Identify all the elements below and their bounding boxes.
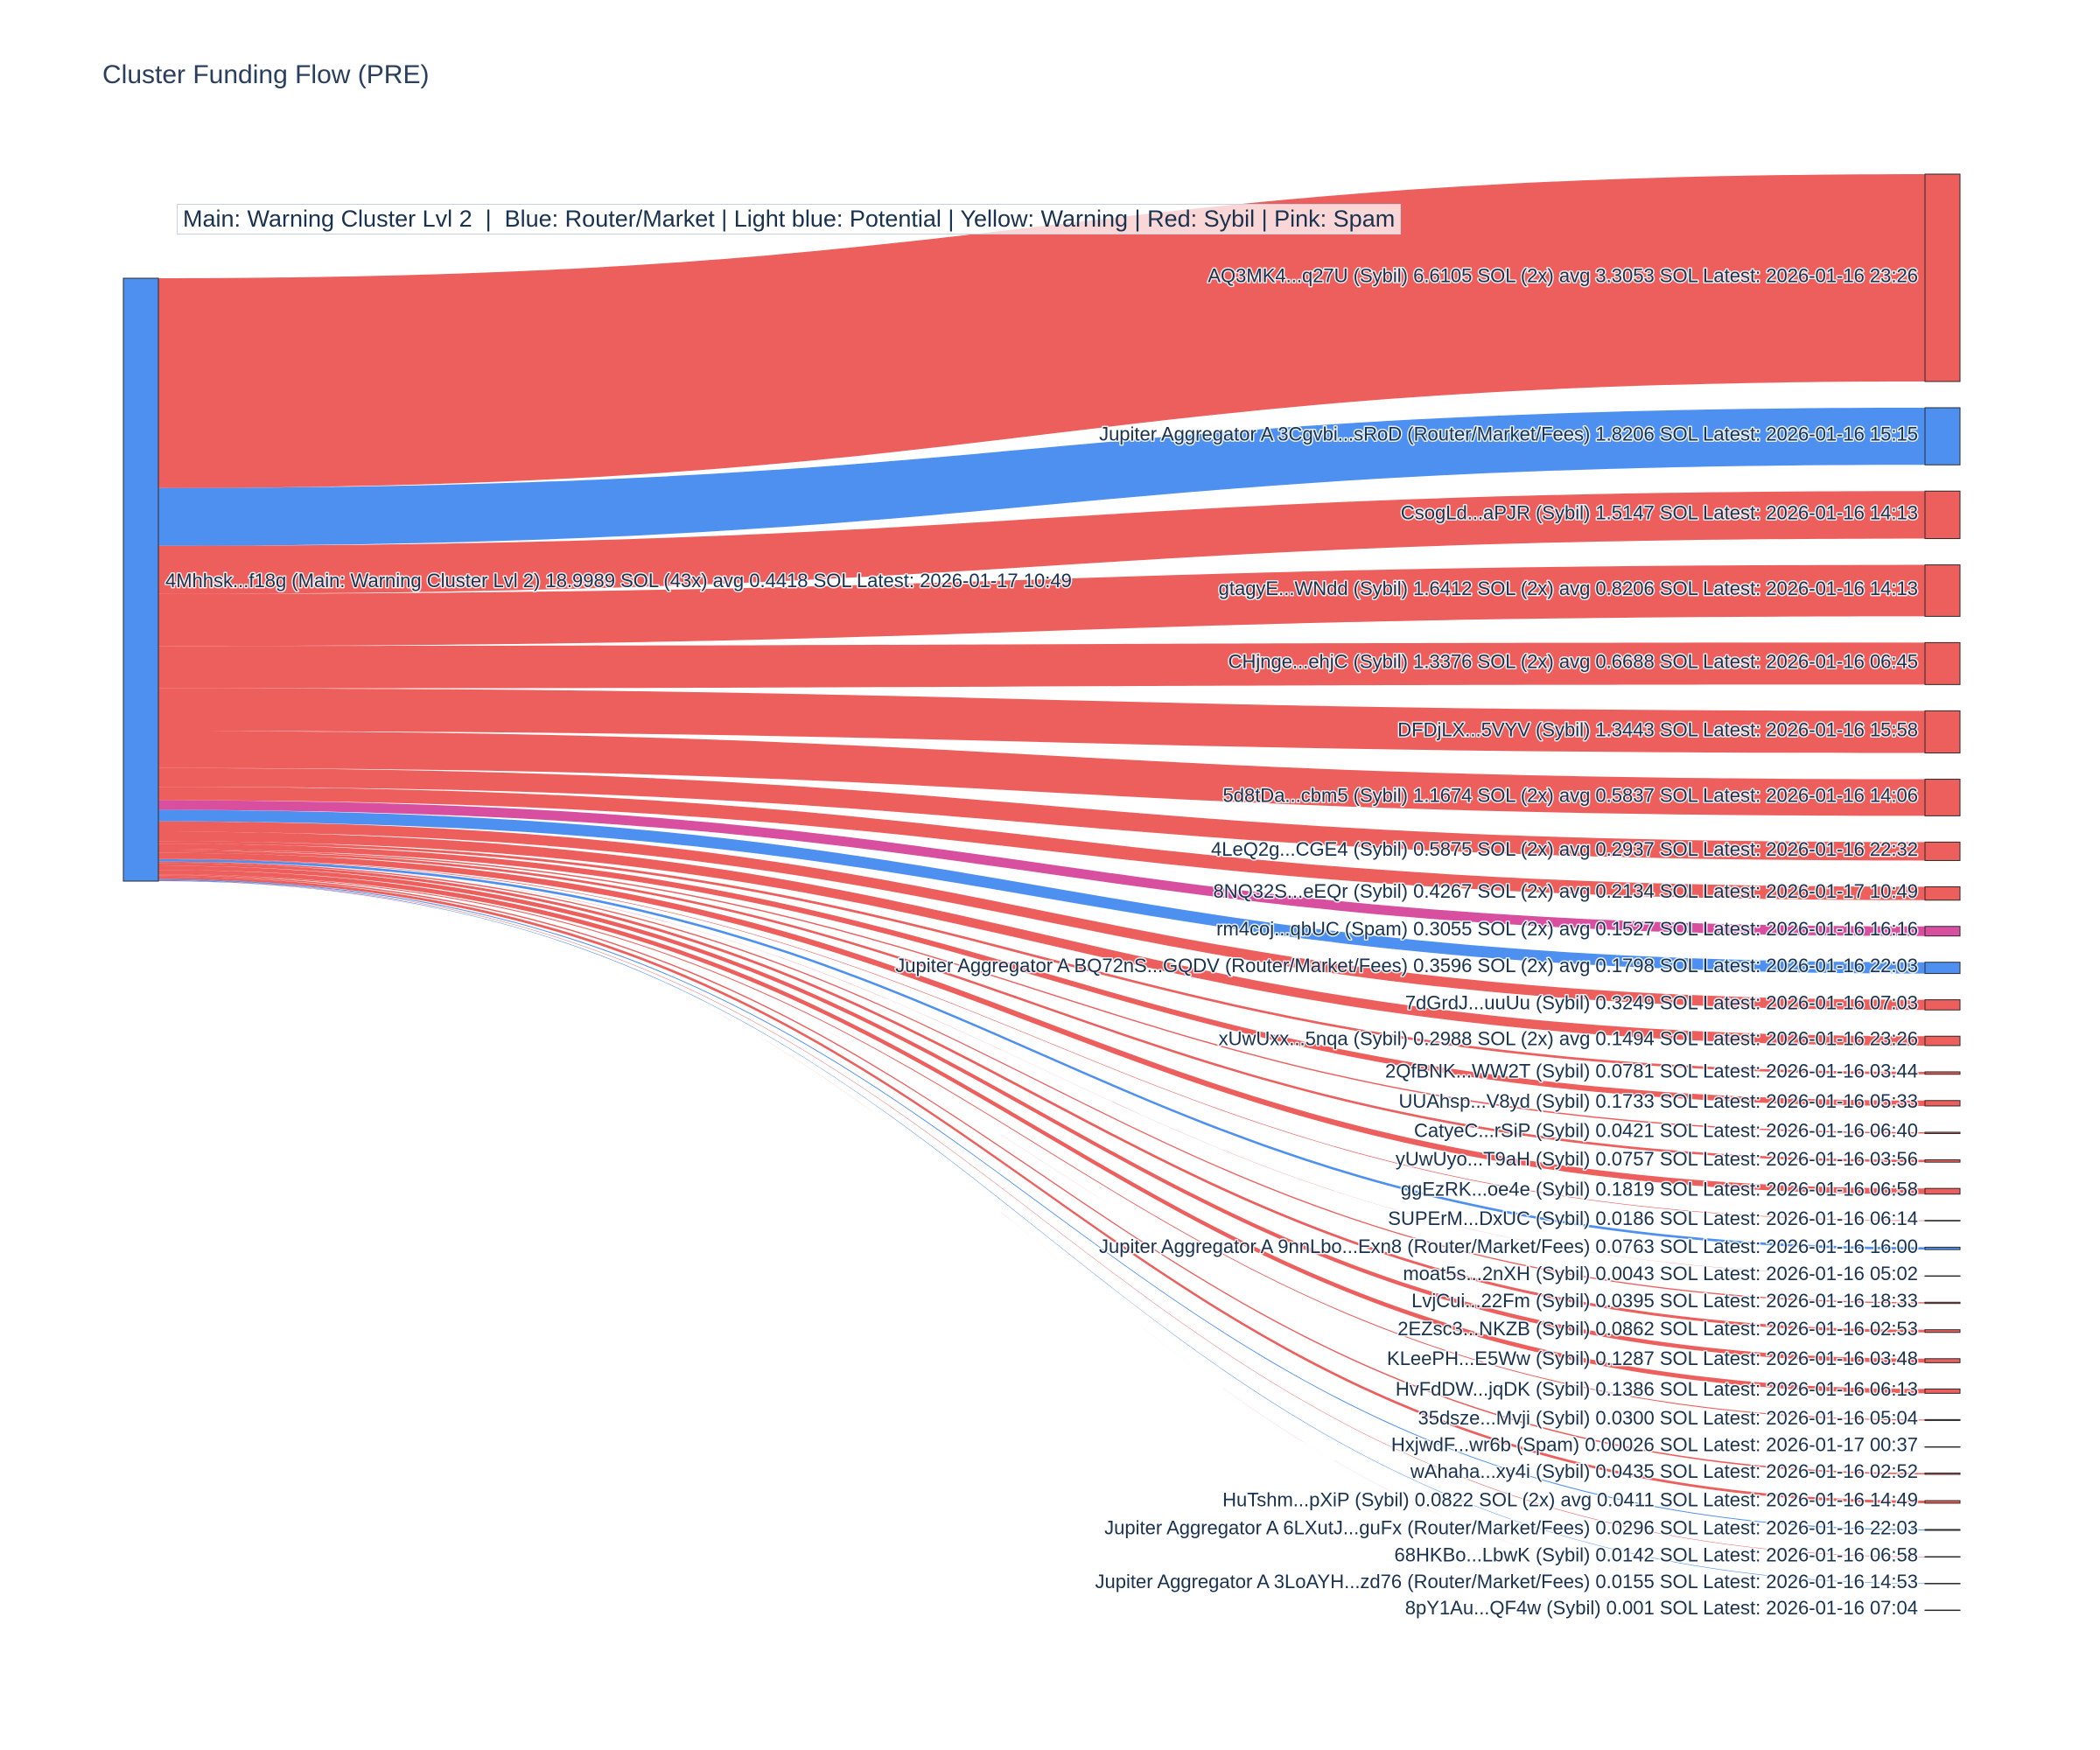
svg-text:5d8tDa...cbm5 (Sybil) 1.1674 S: 5d8tDa...cbm5 (Sybil) 1.1674 SOL (2x) av… bbox=[1222, 784, 1918, 806]
svg-text:KLeePH...E5Ww (Sybil) 0.1287 S: KLeePH...E5Ww (Sybil) 0.1287 SOL Latest:… bbox=[1387, 1348, 1918, 1369]
svg-text:8NQ32S...eEQr (Sybil) 0.4267 S: 8NQ32S...eEQr (Sybil) 0.4267 SOL (2x) av… bbox=[1213, 880, 1918, 902]
svg-text:xUwUxx...5nqa (Sybil) 0.2988 S: xUwUxx...5nqa (Sybil) 0.2988 SOL (2x) av… bbox=[1219, 1028, 1918, 1050]
svg-text:2QfBNK...WW2T (Sybil) 0.0781 S: 2QfBNK...WW2T (Sybil) 0.0781 SOL Latest:… bbox=[1385, 1060, 1918, 1082]
svg-text:4LeQ2g...CGE4 (Sybil) 0.5875 S: 4LeQ2g...CGE4 (Sybil) 0.5875 SOL (2x) av… bbox=[1211, 838, 1918, 860]
svg-text:68HKBo...LbwK (Sybil) 0.0142 S: 68HKBo...LbwK (Sybil) 0.0142 SOL Latest:… bbox=[1395, 1544, 1918, 1565]
svg-text:2EZsc3...NKZB (Sybil) 0.0862 S: 2EZsc3...NKZB (Sybil) 0.0862 SOL Latest:… bbox=[1397, 1318, 1918, 1340]
svg-text:Jupiter Aggregator A BQ72nS...: Jupiter Aggregator A BQ72nS...GQDV (Rout… bbox=[895, 955, 1918, 976]
svg-text:HvFdDW...jqDK (Sybil) 0.1386 S: HvFdDW...jqDK (Sybil) 0.1386 SOL Latest:… bbox=[1396, 1378, 1918, 1400]
svg-text:CatyeC...rSiP (Sybil) 0.0421 S: CatyeC...rSiP (Sybil) 0.0421 SOL Latest:… bbox=[1414, 1120, 1918, 1142]
svg-text:LvjCui...22Fm (Sybil) 0.0395 S: LvjCui...22Fm (Sybil) 0.0395 SOL Latest:… bbox=[1411, 1290, 1918, 1312]
svg-text:35dsze...Mvji (Sybil) 0.0300 S: 35dsze...Mvji (Sybil) 0.0300 SOL Latest:… bbox=[1418, 1407, 1918, 1429]
svg-text:4Mhhsk...f18g (Main: Warning C: 4Mhhsk...f18g (Main: Warning Cluster Lvl… bbox=[165, 570, 1072, 592]
svg-text:4LeQ2g...CGE4 (Sybil) 0.5875 S: 4LeQ2g...CGE4 (Sybil) 0.5875 SOL (2x) av… bbox=[1211, 838, 1918, 860]
svg-text:HuTshm...pXiP (Sybil) 0.0822 S: HuTshm...pXiP (Sybil) 0.0822 SOL (2x) av… bbox=[1222, 1488, 1918, 1510]
svg-text:xUwUxx...5nqa (Sybil) 0.2988 S: xUwUxx...5nqa (Sybil) 0.2988 SOL (2x) av… bbox=[1219, 1028, 1918, 1050]
svg-text:Jupiter Aggregator A 6LXutJ...: Jupiter Aggregator A 6LXutJ...guFx (Rout… bbox=[1104, 1516, 1918, 1538]
svg-text:2EZsc3...NKZB (Sybil) 0.0862 S: 2EZsc3...NKZB (Sybil) 0.0862 SOL Latest:… bbox=[1397, 1318, 1918, 1340]
svg-text:KLeePH...E5Ww (Sybil) 0.1287 S: KLeePH...E5Ww (Sybil) 0.1287 SOL Latest:… bbox=[1387, 1348, 1918, 1369]
svg-text:7dGrdJ...uuUu (Sybil) 0.3249 S: 7dGrdJ...uuUu (Sybil) 0.3249 SOL Latest:… bbox=[1405, 991, 1918, 1013]
svg-text:7dGrdJ...uuUu (Sybil) 0.3249 S: 7dGrdJ...uuUu (Sybil) 0.3249 SOL Latest:… bbox=[1405, 991, 1918, 1013]
svg-text:DFDjLX...5VYV (Sybil) 1.3443 S: DFDjLX...5VYV (Sybil) 1.3443 SOL Latest:… bbox=[1397, 718, 1918, 740]
svg-text:SUPErM...DxUC (Sybil) 0.0186 S: SUPErM...DxUC (Sybil) 0.0186 SOL Latest:… bbox=[1388, 1208, 1918, 1229]
svg-text:UUAhsp...V8yd (Sybil) 0.1733 S: UUAhsp...V8yd (Sybil) 0.1733 SOL Latest:… bbox=[1398, 1090, 1918, 1112]
svg-text:DFDjLX...5VYV (Sybil) 1.3443 S: DFDjLX...5VYV (Sybil) 1.3443 SOL Latest:… bbox=[1397, 718, 1918, 740]
svg-text:gtagyE...WNdd (Sybil) 1.6412 S: gtagyE...WNdd (Sybil) 1.6412 SOL (2x) av… bbox=[1219, 578, 1918, 599]
svg-text:Jupiter Aggregator A 9nnLbo...: Jupiter Aggregator A 9nnLbo...Exn8 (Rout… bbox=[1099, 1236, 1918, 1257]
svg-text:8pY1Au...QF4w (Sybil) 0.001 SO: 8pY1Au...QF4w (Sybil) 0.001 SOL Latest: … bbox=[1405, 1597, 1918, 1619]
svg-text:rm4coj...qbUC (Spam) 0.3055 SO: rm4coj...qbUC (Spam) 0.3055 SOL (2x) avg… bbox=[1216, 918, 1918, 940]
svg-text:Jupiter Aggregator A 6LXutJ...: Jupiter Aggregator A 6LXutJ...guFx (Rout… bbox=[1104, 1516, 1918, 1538]
svg-text:yUwUyo...T9aH (Sybil) 0.0757 S: yUwUyo...T9aH (Sybil) 0.0757 SOL Latest:… bbox=[1396, 1148, 1918, 1170]
svg-text:8NQ32S...eEQr (Sybil) 0.4267 S: 8NQ32S...eEQr (Sybil) 0.4267 SOL (2x) av… bbox=[1213, 880, 1918, 902]
svg-text:wAhaha...xy4i (Sybil) 0.0435 S: wAhaha...xy4i (Sybil) 0.0435 SOL Latest:… bbox=[1410, 1460, 1918, 1482]
svg-text:UUAhsp...V8yd (Sybil) 0.1733 S: UUAhsp...V8yd (Sybil) 0.1733 SOL Latest:… bbox=[1398, 1090, 1918, 1112]
svg-text:HvFdDW...jqDK (Sybil) 0.1386 S: HvFdDW...jqDK (Sybil) 0.1386 SOL Latest:… bbox=[1396, 1378, 1918, 1400]
svg-text:moat5s...2nXH (Sybil) 0.0043 S: moat5s...2nXH (Sybil) 0.0043 SOL Latest:… bbox=[1403, 1263, 1918, 1284]
svg-text:2QfBNK...WW2T (Sybil) 0.0781 S: 2QfBNK...WW2T (Sybil) 0.0781 SOL Latest:… bbox=[1385, 1060, 1918, 1082]
svg-text:8pY1Au...QF4w (Sybil) 0.001 SO: 8pY1Au...QF4w (Sybil) 0.001 SOL Latest: … bbox=[1405, 1597, 1918, 1619]
svg-text:AQ3MK4...q27U (Sybil) 6.6105 S: AQ3MK4...q27U (Sybil) 6.6105 SOL (2x) av… bbox=[1208, 264, 1918, 286]
svg-text:Jupiter Aggregator A 3Cgvbi...: Jupiter Aggregator A 3Cgvbi...sRoD (Rout… bbox=[1099, 424, 1918, 445]
svg-text:rm4coj...qbUC (Spam) 0.3055 SO: rm4coj...qbUC (Spam) 0.3055 SOL (2x) avg… bbox=[1216, 918, 1918, 940]
svg-text:Jupiter Aggregator A 9nnLbo...: Jupiter Aggregator A 9nnLbo...Exn8 (Rout… bbox=[1099, 1236, 1918, 1257]
svg-text:HxjwdF...wr6b (Spam) 0.00026 S: HxjwdF...wr6b (Spam) 0.00026 SOL Latest:… bbox=[1391, 1433, 1918, 1455]
svg-text:AQ3MK4...q27U (Sybil) 6.6105 S: AQ3MK4...q27U (Sybil) 6.6105 SOL (2x) av… bbox=[1208, 264, 1918, 286]
svg-text:CsogLd...aPJR (Sybil) 1.5147 S: CsogLd...aPJR (Sybil) 1.5147 SOL Latest:… bbox=[1401, 501, 1918, 523]
svg-text:5d8tDa...cbm5 (Sybil) 1.1674 S: 5d8tDa...cbm5 (Sybil) 1.1674 SOL (2x) av… bbox=[1222, 784, 1918, 806]
svg-text:yUwUyo...T9aH (Sybil) 0.0757 S: yUwUyo...T9aH (Sybil) 0.0757 SOL Latest:… bbox=[1396, 1148, 1918, 1170]
svg-text:ggEzRK...oe4e (Sybil) 0.1819 S: ggEzRK...oe4e (Sybil) 0.1819 SOL Latest:… bbox=[1401, 1178, 1918, 1200]
svg-text:CsogLd...aPJR (Sybil) 1.5147 S: CsogLd...aPJR (Sybil) 1.5147 SOL Latest:… bbox=[1401, 501, 1918, 523]
svg-text:4Mhhsk...f18g (Main: Warning C: 4Mhhsk...f18g (Main: Warning Cluster Lvl… bbox=[165, 570, 1072, 592]
svg-text:ggEzRK...oe4e (Sybil) 0.1819 S: ggEzRK...oe4e (Sybil) 0.1819 SOL Latest:… bbox=[1401, 1178, 1918, 1200]
svg-text:moat5s...2nXH (Sybil) 0.0043 S: moat5s...2nXH (Sybil) 0.0043 SOL Latest:… bbox=[1403, 1263, 1918, 1284]
svg-text:CHjnge...ehjC (Sybil) 1.3376 S: CHjnge...ehjC (Sybil) 1.3376 SOL (2x) av… bbox=[1228, 650, 1918, 672]
svg-text:Jupiter Aggregator A BQ72nS...: Jupiter Aggregator A BQ72nS...GQDV (Rout… bbox=[895, 955, 1918, 976]
svg-text:wAhaha...xy4i (Sybil) 0.0435 S: wAhaha...xy4i (Sybil) 0.0435 SOL Latest:… bbox=[1410, 1460, 1918, 1482]
svg-text:CHjnge...ehjC (Sybil) 1.3376 S: CHjnge...ehjC (Sybil) 1.3376 SOL (2x) av… bbox=[1228, 650, 1918, 672]
svg-text:LvjCui...22Fm (Sybil) 0.0395 S: LvjCui...22Fm (Sybil) 0.0395 SOL Latest:… bbox=[1411, 1290, 1918, 1312]
svg-text:68HKBo...LbwK (Sybil) 0.0142 S: 68HKBo...LbwK (Sybil) 0.0142 SOL Latest:… bbox=[1395, 1544, 1918, 1565]
svg-text:Jupiter Aggregator A 3LoAYH...: Jupiter Aggregator A 3LoAYH...zd76 (Rout… bbox=[1096, 1571, 1918, 1592]
svg-text:Jupiter Aggregator A 3Cgvbi...: Jupiter Aggregator A 3Cgvbi...sRoD (Rout… bbox=[1099, 424, 1918, 445]
svg-text:gtagyE...WNdd (Sybil) 1.6412 S: gtagyE...WNdd (Sybil) 1.6412 SOL (2x) av… bbox=[1219, 578, 1918, 599]
svg-text:HxjwdF...wr6b (Spam) 0.00026 S: HxjwdF...wr6b (Spam) 0.00026 SOL Latest:… bbox=[1391, 1433, 1918, 1455]
svg-text:35dsze...Mvji (Sybil) 0.0300 S: 35dsze...Mvji (Sybil) 0.0300 SOL Latest:… bbox=[1418, 1407, 1918, 1429]
svg-text:CatyeC...rSiP (Sybil) 0.0421 S: CatyeC...rSiP (Sybil) 0.0421 SOL Latest:… bbox=[1414, 1120, 1918, 1142]
svg-text:SUPErM...DxUC (Sybil) 0.0186 S: SUPErM...DxUC (Sybil) 0.0186 SOL Latest:… bbox=[1388, 1208, 1918, 1229]
svg-text:HuTshm...pXiP (Sybil) 0.0822 S: HuTshm...pXiP (Sybil) 0.0822 SOL (2x) av… bbox=[1222, 1488, 1918, 1510]
svg-text:Jupiter Aggregator A 3LoAYH...: Jupiter Aggregator A 3LoAYH...zd76 (Rout… bbox=[1096, 1571, 1918, 1592]
